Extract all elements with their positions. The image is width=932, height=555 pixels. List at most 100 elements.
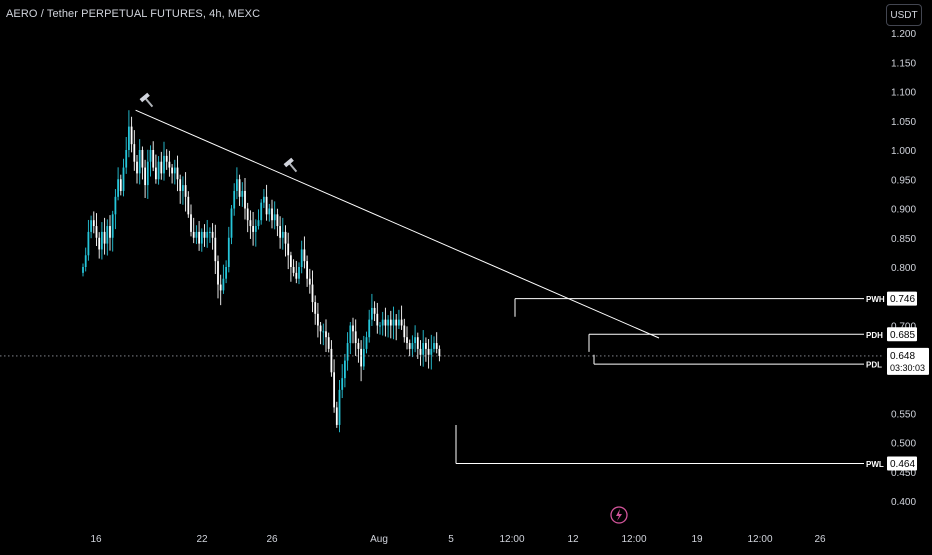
level-value-pdh: 0.685 (890, 330, 915, 341)
last-price-value: 0.648 (890, 351, 915, 362)
trendline[interactable] (135, 109, 660, 339)
level-value-pwl: 0.464 (890, 459, 915, 470)
candle (111, 210, 114, 252)
candle-body (128, 126, 130, 150)
candle-body (146, 161, 149, 186)
candle (125, 137, 128, 174)
candle (190, 204, 192, 237)
candle-body (144, 167, 146, 186)
candle-body (190, 214, 192, 232)
candle (414, 325, 416, 353)
x-tick-label: 16 (90, 534, 102, 545)
candle (357, 338, 360, 363)
candle (130, 116, 133, 153)
candle (157, 156, 160, 185)
candle-body (252, 226, 254, 232)
candle-body (419, 348, 422, 355)
candle (341, 364, 344, 399)
candle (182, 176, 184, 205)
candle (117, 167, 119, 201)
y-tick-label: 1.000 (891, 146, 916, 157)
candle-body (122, 167, 125, 191)
candle-body (438, 348, 441, 356)
candle (354, 319, 357, 356)
candle-body (406, 337, 408, 344)
candle-body (381, 319, 384, 326)
candle (344, 353, 346, 388)
candle (279, 216, 281, 249)
candle (203, 224, 206, 247)
candle-body (214, 237, 217, 262)
candle (387, 315, 389, 338)
candle-body (287, 243, 290, 256)
hammer-head (139, 92, 150, 103)
candle (430, 334, 433, 370)
candle (403, 318, 406, 343)
candle-body (354, 331, 357, 344)
y-tick-label: 1.050 (891, 117, 916, 128)
candle-body (408, 343, 411, 349)
candle-body (360, 348, 362, 367)
hammer-icon[interactable] (139, 92, 157, 110)
level-value-box (887, 327, 917, 342)
candle (173, 159, 176, 185)
currency-button[interactable]: USDT (886, 4, 922, 26)
candle (152, 141, 155, 172)
candle (330, 340, 333, 377)
candle-body (260, 202, 263, 221)
candle (381, 311, 384, 336)
candle-body (411, 343, 414, 349)
candle-body (203, 231, 206, 238)
candle-body (303, 249, 306, 262)
candle (395, 314, 398, 341)
level-labels-layer: PWH0.746PDH0.685PDL0.634PWL0.4640.64803:… (866, 291, 929, 471)
candle-body (165, 155, 168, 162)
candle-body (365, 337, 368, 349)
candle (257, 209, 260, 230)
candle-body (371, 307, 373, 320)
candle-body (263, 196, 265, 203)
candle (319, 321, 322, 345)
time-axis[interactable]: 16 22 26 Aug 5 12:00 12 12:00 19 12:00 26 (90, 534, 826, 545)
candle-body (373, 307, 376, 314)
candle-body (92, 220, 95, 227)
candle-body (136, 161, 138, 174)
candle-body (152, 150, 155, 168)
candle (398, 309, 400, 330)
candle (176, 155, 179, 192)
candle (298, 262, 300, 285)
candle (87, 219, 90, 261)
candle-body (114, 196, 117, 215)
candle-body (338, 389, 341, 425)
candle (236, 167, 238, 200)
hammer-handle (144, 97, 154, 108)
candle (268, 203, 271, 222)
lightning-icon[interactable] (610, 506, 628, 524)
candle (200, 228, 203, 252)
candle (133, 130, 136, 171)
candle (128, 110, 130, 158)
candle (411, 335, 414, 358)
candle (314, 295, 317, 325)
candle (384, 307, 387, 337)
candle (160, 151, 163, 180)
price-axis[interactable]: 1.200 1.150 1.100 1.050 1.000 0.950 0.900 0.850… (891, 29, 916, 508)
candle (373, 301, 376, 322)
candle (198, 221, 200, 251)
candle (265, 184, 268, 221)
level-name-pwl: PWL (866, 460, 884, 469)
x-tick-label: 26 (266, 534, 278, 545)
candle (435, 332, 438, 354)
candle (219, 274, 222, 306)
hammer-icon[interactable] (283, 157, 301, 175)
candle-body (271, 208, 273, 221)
candle-body (298, 267, 300, 279)
candle (192, 217, 195, 244)
candle-body (125, 150, 128, 168)
candle-body (306, 261, 308, 279)
y-tick-label: 0.500 (891, 439, 916, 450)
level-value-box (887, 291, 917, 306)
candle (284, 225, 287, 257)
